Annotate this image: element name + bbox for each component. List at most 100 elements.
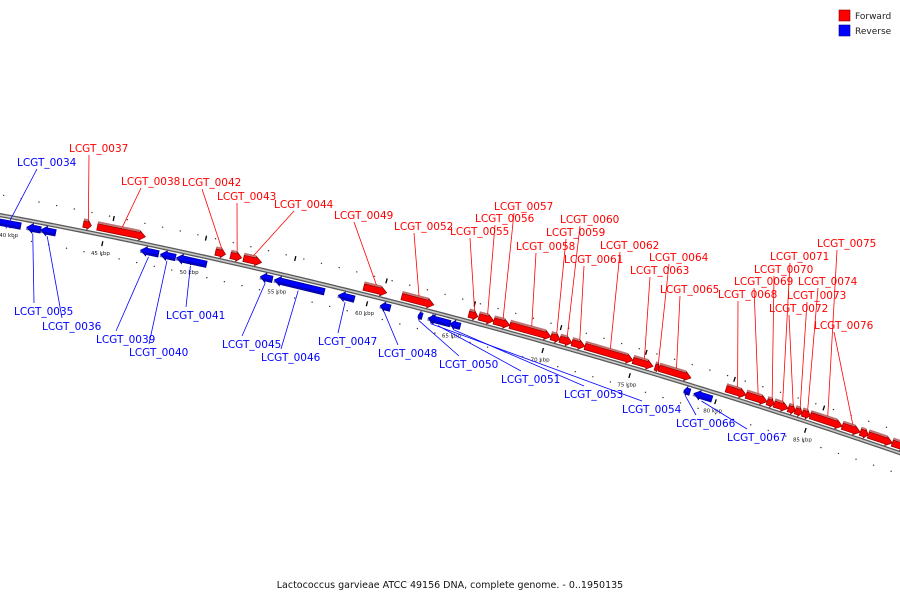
gene-arrow-lcgt_0044[interactable] — [242, 252, 263, 267]
gene-arrow-lcgt_0039[interactable] — [139, 246, 160, 258]
gene-label-lcgt_0041[interactable]: LCGT_0041 — [166, 265, 225, 322]
gene-arrow-lcgt_0071[interactable] — [772, 398, 789, 412]
gene-label-lcgt_0048[interactable]: LCGT_0048 — [378, 311, 437, 360]
gene-label-lcgt_0064[interactable]: LCGT_0064 — [649, 252, 709, 363]
gene-label-lcgt_0065[interactable]: LCGT_0065 — [660, 284, 719, 369]
gene-arrow[interactable] — [866, 429, 893, 447]
gene-label-text: LCGT_0036 — [42, 321, 102, 333]
gene-arrow-lcgt_0034[interactable] — [0, 216, 22, 230]
gene-arrow-lcgt_0057[interactable] — [492, 315, 511, 329]
gene-label-lcgt_0040[interactable]: LCGT_0040 — [129, 260, 188, 359]
gene-arrow-lcgt_0074[interactable] — [800, 407, 811, 420]
gene-label-lcgt_0038[interactable]: LCGT_0038 — [121, 176, 180, 228]
gene-arrow-lcgt_0049[interactable] — [362, 281, 388, 297]
gene-label-lcgt_0037[interactable]: LCGT_0037 — [69, 143, 128, 220]
gene-label-lcgt_0054[interactable]: LCGT_0054 — [430, 323, 682, 416]
gene-arrow-lcgt_0063[interactable] — [631, 354, 654, 370]
gene-arrow-lcgt_0040[interactable] — [159, 250, 177, 262]
gene-label-lcgt_0074[interactable]: LCGT_0074 — [798, 276, 858, 410]
gene-arrow-lcgt_0076[interactable] — [840, 420, 861, 436]
gene-arrow-lcgt_0037[interactable] — [82, 218, 92, 231]
gene-label-lcgt_0035[interactable]: LCGT_0035 — [14, 233, 73, 318]
gene-label-lcgt_0051[interactable]: LCGT_0051 — [437, 325, 560, 386]
gene-label-lcgt_0034[interactable]: LCGT_0034 — [5, 157, 77, 229]
legend-forward-swatch — [838, 9, 851, 22]
gene-label-lcgt_0056[interactable]: LCGT_0056 — [475, 213, 535, 315]
gene-arrow-lcgt_0064[interactable] — [653, 361, 660, 373]
gene-label-lcgt_0070[interactable]: LCGT_0070 — [754, 264, 813, 399]
gene-arrow[interactable] — [858, 426, 869, 440]
minor-tick — [311, 301, 313, 303]
gene-arrow-lcgt_0066[interactable] — [682, 385, 692, 396]
gene-arrow-lcgt_0042[interactable] — [214, 246, 226, 259]
minor-tick — [118, 258, 120, 260]
gene-label-lcgt_0067[interactable]: LCGT_0067 — [701, 400, 786, 444]
gene-arrow-lcgt_0053[interactable] — [449, 319, 462, 331]
gene-arrow-lcgt_0054[interactable] — [429, 314, 436, 324]
gene-label-lcgt_0066[interactable]: LCGT_0066 — [676, 395, 736, 430]
gene-arrow-lcgt_0075[interactable] — [808, 410, 843, 430]
gene-label-lcgt_0076[interactable]: LCGT_0076 — [814, 320, 874, 425]
gene-arrow-lcgt_0073[interactable] — [793, 405, 803, 418]
gene-label-lcgt_0047[interactable]: LCGT_0047 — [318, 301, 377, 348]
gene-label-lcgt_0049[interactable]: LCGT_0049 — [334, 210, 393, 286]
gene-arrow-lcgt_0047[interactable] — [337, 291, 356, 303]
gene-arrow-lcgt_0055[interactable] — [467, 308, 479, 321]
gene-arrow-lcgt_0072[interactable] — [786, 402, 796, 416]
gene-arrow-lcgt_0060[interactable] — [558, 333, 573, 347]
gene-label-lcgt_0062[interactable]: LCGT_0062 — [600, 240, 659, 349]
gene-label-lcgt_0045[interactable]: LCGT_0045 — [222, 282, 281, 351]
gene-label-text: LCGT_0054 — [622, 404, 682, 416]
gene-label-lcgt_0043[interactable]: LCGT_0043 — [217, 191, 276, 252]
gene-arrow-lcgt_0048[interactable] — [379, 301, 392, 313]
gene-arrow-lcgt_0056[interactable] — [477, 311, 495, 325]
gene-label-lcgt_0073[interactable]: LCGT_0073 — [787, 290, 846, 408]
gene-label-lcgt_0036[interactable]: LCGT_0036 — [42, 236, 102, 333]
gene-label-lcgt_0057[interactable]: LCGT_0057 — [494, 201, 553, 319]
minor-tick — [585, 332, 588, 334]
gene-arrow-lcgt_0043[interactable] — [229, 249, 243, 263]
upper-tick — [294, 255, 297, 262]
gene-arrow-lcgt_0041[interactable] — [175, 253, 208, 268]
gene-label-lcgt_0052[interactable]: LCGT_0052 — [394, 221, 453, 296]
gene-label-lcgt_0063[interactable]: LCGT_0063 — [630, 265, 689, 359]
gene-arrow-lcgt_0058[interactable] — [508, 319, 552, 341]
gene-label-lcgt_0053[interactable]: LCGT_0053 — [453, 329, 623, 401]
gene-arrow-lcgt_0067[interactable] — [692, 390, 714, 403]
gene-label-lcgt_0069[interactable]: LCGT_0069 — [734, 276, 793, 394]
gene-label-lcgt_0059[interactable]: LCGT_0059 — [546, 227, 605, 334]
gene-arrow-lcgt_0035[interactable] — [25, 223, 42, 234]
minor-tick — [144, 222, 146, 225]
minor-tick — [762, 386, 764, 388]
gene-label-lcgt_0042[interactable]: LCGT_0042 — [182, 177, 241, 249]
gene-label-lcgt_0060[interactable]: LCGT_0060 — [560, 214, 619, 337]
gene-arrow-lcgt_0038[interactable] — [96, 221, 146, 241]
gene-arrow-lcgt_0050[interactable] — [417, 310, 424, 321]
gene-label-lcgt_0058[interactable]: LCGT_0058 — [516, 241, 575, 327]
gene-label-lcgt_0068[interactable]: LCGT_0068 — [718, 289, 777, 388]
gene-label-lcgt_0072[interactable]: LCGT_0072 — [769, 303, 828, 405]
gene-arrow-lcgt_0046[interactable] — [273, 275, 326, 296]
gene-arrow-lcgt_0052[interactable] — [400, 291, 435, 309]
gene-arrow-lcgt_0045[interactable] — [259, 272, 274, 284]
gene-arrow-lcgt_0061[interactable] — [570, 337, 586, 350]
gene-label-lcgt_0061[interactable]: LCGT_0061 — [564, 254, 623, 340]
gene-label-text: LCGT_0060 — [560, 214, 619, 226]
gene-arrow-lcgt_0068[interactable] — [724, 383, 747, 399]
minor-tick — [872, 464, 875, 466]
minor-tick — [815, 403, 817, 405]
gene-arrow[interactable] — [890, 437, 900, 452]
gene-label-lcgt_0075[interactable]: LCGT_0075 — [817, 238, 876, 417]
gene-label-lcgt_0044[interactable]: LCGT_0044 — [253, 199, 334, 256]
gene-arrow-lcgt_0059[interactable] — [549, 331, 561, 344]
gene-arrow-lcgt_0036[interactable] — [39, 225, 57, 237]
gene-arrow-lcgt_0062[interactable] — [583, 340, 634, 364]
gene-arrow-lcgt_0070[interactable] — [765, 396, 775, 409]
gene-label-lcgt_0071[interactable]: LCGT_0071 — [770, 251, 829, 402]
gene-label-lcgt_0050[interactable]: LCGT_0050 — [418, 320, 498, 371]
gene-label-lcgt_0055[interactable]: LCGT_0055 — [450, 226, 509, 311]
gene-arrow-lcgt_0069[interactable] — [744, 389, 768, 405]
gene-label-lcgt_0039[interactable]: LCGT_0039 — [96, 256, 155, 346]
gene-label-lcgt_0046[interactable]: LCGT_0046 — [261, 290, 321, 364]
gene-arrow-lcgt_0065[interactable] — [657, 362, 692, 382]
